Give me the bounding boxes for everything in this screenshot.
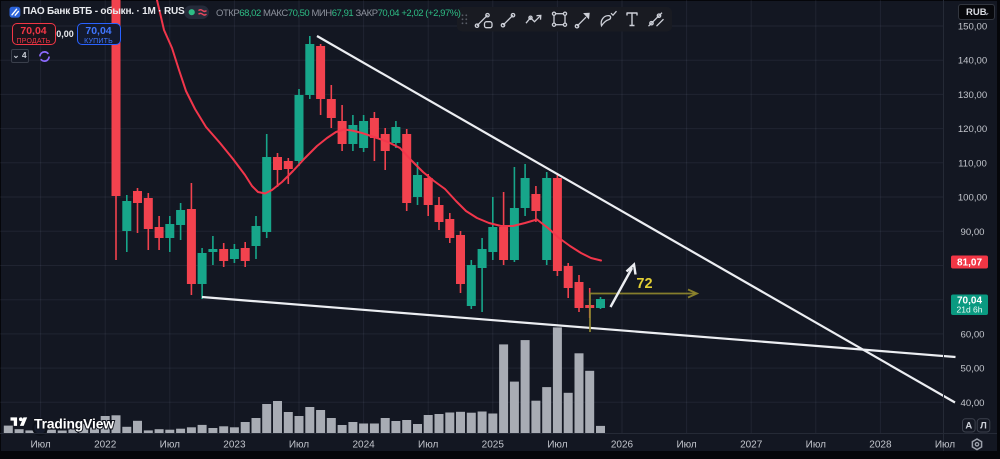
svg-text:Июл: Июл — [418, 440, 438, 451]
svg-text:50,00: 50,00 — [960, 364, 984, 375]
svg-text:Июл: Июл — [676, 440, 696, 451]
svg-text:TradingView: TradingView — [34, 417, 114, 432]
svg-text:130,00: 130,00 — [958, 90, 987, 101]
svg-text:Июл: Июл — [30, 440, 50, 451]
svg-text:120,00: 120,00 — [958, 124, 987, 135]
svg-text:Июл: Июл — [160, 440, 180, 451]
svg-text:2024: 2024 — [352, 440, 375, 451]
svg-text:150,00: 150,00 — [958, 22, 987, 33]
svg-text:140,00: 140,00 — [958, 56, 987, 67]
svg-text:110,00: 110,00 — [958, 158, 987, 169]
svg-text:100,00: 100,00 — [958, 193, 987, 204]
svg-text:Июл: Июл — [935, 440, 955, 451]
svg-text:2023: 2023 — [223, 440, 246, 451]
svg-text:А: А — [965, 421, 972, 432]
svg-text:21d 6h: 21d 6h — [957, 305, 983, 315]
svg-text:90,00: 90,00 — [960, 227, 984, 238]
svg-text:72: 72 — [636, 276, 652, 292]
svg-text:2028: 2028 — [869, 440, 892, 451]
svg-text:Л: Л — [980, 421, 987, 432]
svg-text:2022: 2022 — [94, 440, 117, 451]
svg-text:60,00: 60,00 — [960, 329, 984, 340]
svg-text:2025: 2025 — [482, 440, 505, 451]
svg-text:40,00: 40,00 — [960, 398, 984, 409]
svg-text:2026: 2026 — [611, 440, 634, 451]
svg-text:Июл: Июл — [806, 440, 826, 451]
svg-text:Июл: Июл — [547, 440, 567, 451]
svg-text:81,07: 81,07 — [957, 258, 982, 269]
svg-text:2027: 2027 — [740, 440, 763, 451]
svg-text:Июл: Июл — [289, 440, 309, 451]
svg-text:70,04: 70,04 — [957, 296, 982, 307]
